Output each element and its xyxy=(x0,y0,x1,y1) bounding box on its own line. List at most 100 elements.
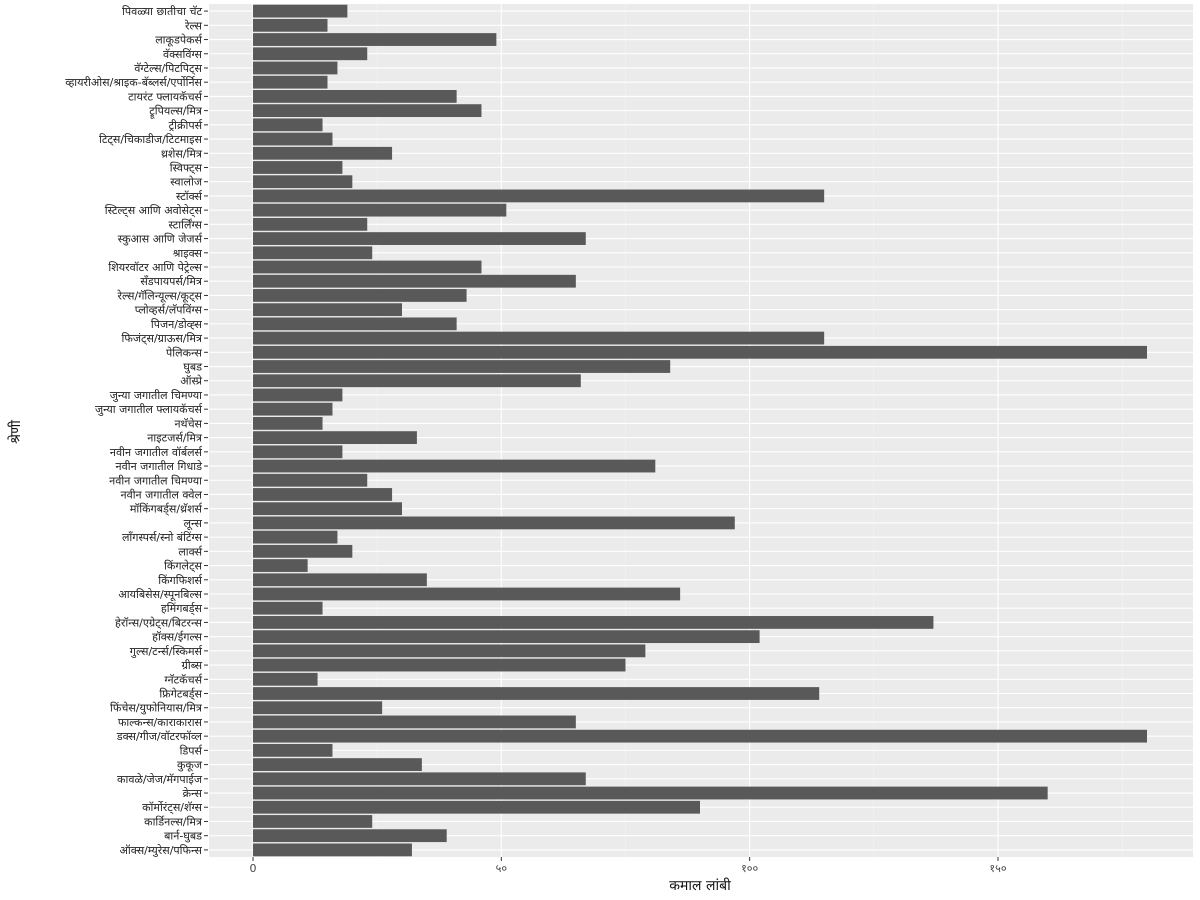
y-tick-label: गुल्स/टर्न्स/स्किमर्स xyxy=(130,645,203,658)
bar xyxy=(253,544,353,558)
y-tick-label: ग्रीब्स xyxy=(182,659,203,672)
y-tick-label: नाइटजर्स/मित्र xyxy=(147,432,203,445)
x-tick-label: १०० xyxy=(741,862,758,875)
bar xyxy=(253,104,482,118)
y-tick-label: आयबिसेस/स्पूनबिल्स xyxy=(118,588,202,602)
bar xyxy=(253,4,348,18)
bar xyxy=(253,743,333,757)
bar xyxy=(253,132,333,146)
bar xyxy=(253,431,417,445)
bar xyxy=(253,18,328,32)
y-tick-label: पिजन/डोव्ह्स xyxy=(151,318,203,331)
bar xyxy=(253,146,393,160)
bar xyxy=(253,445,343,459)
y-tick-label: डक्स/गीज/वॉटरफॉव्ल xyxy=(116,730,203,743)
bar xyxy=(253,388,343,402)
y-tick-label: टायरंट फ्लायकॅचर्स xyxy=(128,90,203,103)
y-tick-label: स्टॉर्क्स xyxy=(176,190,203,203)
y-tick-label: स्कुआस आणि जेजर्स xyxy=(118,233,203,246)
bar xyxy=(253,729,1147,743)
bar xyxy=(253,516,735,530)
bar xyxy=(253,374,581,388)
bar xyxy=(253,715,576,729)
y-tick-labels: पिवळ्या छातीचा चॅटरेल्स लाकूडपेकर्सवॅक्सव… xyxy=(65,5,208,857)
y-tick-label: व्हायरीओस/श्राइक-बॅब्लर्स/एर्पोर्निस xyxy=(65,76,202,89)
bar xyxy=(253,644,646,658)
bar xyxy=(253,203,507,217)
bar xyxy=(253,843,412,857)
x-tick-label: ५० xyxy=(496,862,508,875)
y-tick-label: हमिंगबर्ड्स xyxy=(161,602,203,615)
bar xyxy=(253,217,368,231)
y-tick-label: कुकूज xyxy=(177,759,203,773)
y-tick-label: लार्क्स xyxy=(178,545,203,558)
y-tick-label: किंगलेट्स xyxy=(164,560,202,573)
y-tick-label: किंगफिशर्स xyxy=(158,574,203,587)
bar xyxy=(253,118,323,132)
y-tick-label: फ्रिगेटबर्ड्स xyxy=(159,688,202,701)
bars xyxy=(253,4,1147,857)
bar xyxy=(253,61,338,75)
y-tick-label: हॉक्स/ईगल्स xyxy=(152,631,202,644)
bar xyxy=(253,758,422,771)
y-tick-label: नवीन जगातील क्वेल xyxy=(120,488,202,501)
bar xyxy=(253,189,825,203)
bar xyxy=(253,587,681,601)
y-tick-label: वॅक्सविंग्स xyxy=(163,48,203,61)
bar xyxy=(253,829,447,843)
bar xyxy=(253,175,353,189)
bar xyxy=(253,360,671,373)
y-tick-label: जुन्या जगातील चिमण्या xyxy=(110,389,202,402)
bar xyxy=(253,701,383,715)
minor-gridlines xyxy=(376,4,1123,857)
y-tick-label: प्लोव्हर्स/लॅपविंग्स xyxy=(135,304,203,317)
bar xyxy=(253,317,457,331)
bar xyxy=(253,402,333,416)
y-tick-label: डिपर्स xyxy=(180,744,203,757)
y-tick-label: मॉकिंगबर्ड्स/थ्रॅशर्स xyxy=(130,503,203,516)
y-tick-label: नथॅचेस xyxy=(174,417,202,430)
y-tick-label: जुन्या जगातील फ्लायकॅचर्स xyxy=(95,403,203,416)
y-tick-label: रेल्स/गॅलिन्यूल्स/कूट्स xyxy=(117,289,203,303)
y-tick-label: स्विफ्ट्स xyxy=(170,161,203,174)
bar xyxy=(253,345,1147,359)
bar xyxy=(253,75,328,89)
x-axis-title: कमाल लांबी xyxy=(669,877,731,894)
y-tick-label: फिजंट्स/ग्राऊस/मित्र xyxy=(121,332,202,345)
y-tick-label: पिवळ्या छातीचा चॅट xyxy=(122,5,202,18)
bar xyxy=(253,33,497,46)
bar xyxy=(253,502,402,516)
y-tick-label: लाकूडपेकर्स xyxy=(155,34,203,48)
bar xyxy=(253,416,323,430)
y-axis-title: श्रेणी xyxy=(7,420,24,444)
y-tick-label: नवीन जगातील गिधाडे xyxy=(116,460,203,473)
y-tick-label: पेलिकन्स xyxy=(166,346,203,359)
y-tick-label: नवीन जगातील वॉर्बलर्स xyxy=(110,446,203,459)
bar xyxy=(253,303,402,317)
bar xyxy=(253,161,343,174)
bar xyxy=(253,800,700,814)
bar xyxy=(253,601,323,615)
bar xyxy=(253,672,318,686)
bar xyxy=(253,786,1048,800)
y-tick-label: फाल्कन्स/काराकारास xyxy=(118,716,203,729)
bar xyxy=(253,530,338,544)
plot-panel xyxy=(209,4,1193,857)
y-tick-label: कावळे/जेज/मॅगपाईज xyxy=(117,773,203,786)
bar xyxy=(253,47,368,61)
y-tick-label: क्रेन्स xyxy=(183,787,203,800)
major-gridlines xyxy=(209,4,1193,857)
bar xyxy=(253,459,656,473)
y-tick-label: टिट्स/चिकाडीज/टिटमाइस xyxy=(99,133,203,146)
bar xyxy=(253,573,427,587)
y-tick-label: वॅग्टेल्स/पिटपिट्स xyxy=(134,62,202,75)
y-tick-label: स्टिल्ट्स आणि अवोसेट्स xyxy=(105,204,203,217)
y-tick-label: रेल्स xyxy=(184,19,202,32)
y-tick-label: स्वालोज xyxy=(170,176,203,189)
bar xyxy=(253,232,586,245)
y-tick-label: ऑक्स/म्युरेस/पफिन्स xyxy=(120,844,203,857)
bar xyxy=(253,289,467,302)
x-tick-label: 0 xyxy=(250,862,257,875)
x-tick-labels: 0 ५० १०० १५० xyxy=(250,857,1007,875)
